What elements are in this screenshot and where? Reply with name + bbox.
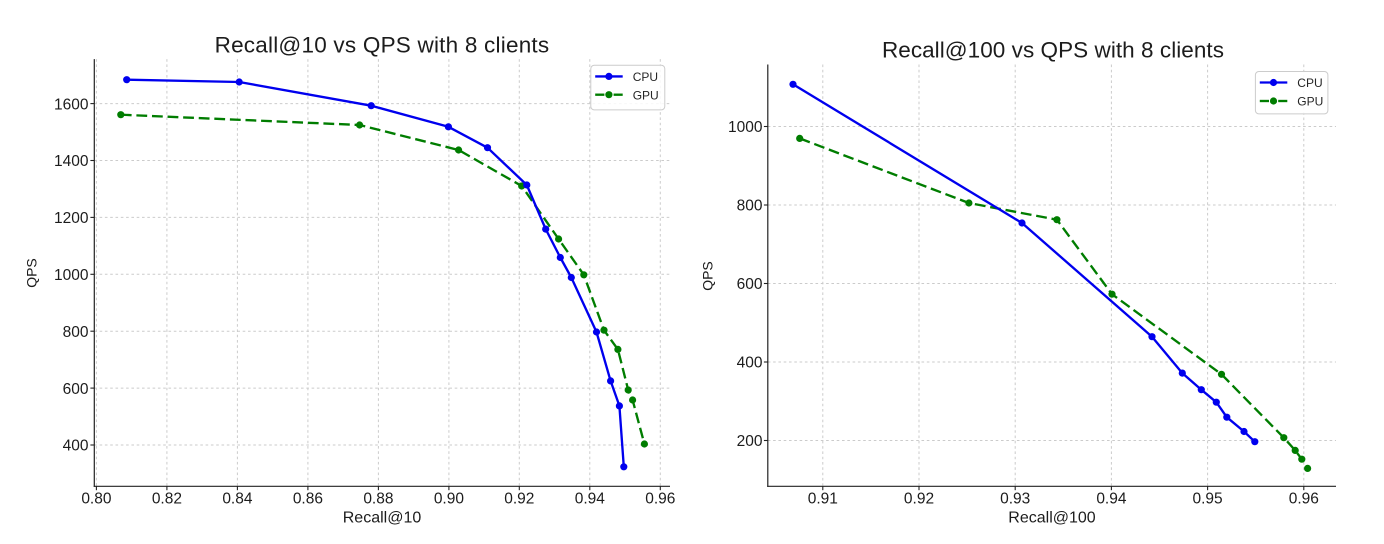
svg-text:0.90: 0.90 bbox=[434, 491, 465, 508]
svg-text:1000: 1000 bbox=[728, 119, 763, 136]
svg-text:400: 400 bbox=[63, 438, 89, 455]
svg-text:0.92: 0.92 bbox=[504, 491, 534, 508]
svg-text:Recall@10 vs QPS with 8 client: Recall@10 vs QPS with 8 clients bbox=[215, 33, 550, 58]
svg-text:0.88: 0.88 bbox=[363, 491, 393, 508]
svg-text:1000: 1000 bbox=[54, 267, 89, 284]
svg-text:0.94: 0.94 bbox=[575, 491, 606, 508]
svg-text:0.96: 0.96 bbox=[1289, 491, 1319, 508]
svg-text:400: 400 bbox=[737, 355, 763, 372]
svg-text:600: 600 bbox=[737, 276, 763, 293]
svg-text:Recall@10: Recall@10 bbox=[343, 510, 422, 527]
svg-text:Recall@100 vs QPS with 8 clien: Recall@100 vs QPS with 8 clients bbox=[882, 37, 1224, 62]
svg-text:Recall@100: Recall@100 bbox=[1008, 510, 1096, 527]
svg-text:1600: 1600 bbox=[54, 96, 89, 113]
svg-text:0.80: 0.80 bbox=[81, 491, 112, 508]
svg-text:800: 800 bbox=[737, 198, 763, 215]
svg-text:0.96: 0.96 bbox=[645, 491, 675, 508]
svg-text:0.82: 0.82 bbox=[152, 491, 182, 508]
svg-text:CPU: CPU bbox=[1297, 76, 1322, 90]
svg-text:QPS: QPS bbox=[700, 261, 716, 291]
svg-text:GPU: GPU bbox=[1297, 95, 1323, 109]
svg-text:0.93: 0.93 bbox=[1000, 491, 1030, 508]
svg-text:QPS: QPS bbox=[24, 258, 40, 288]
svg-text:1400: 1400 bbox=[54, 153, 89, 170]
svg-text:0.86: 0.86 bbox=[293, 491, 323, 508]
svg-text:200: 200 bbox=[737, 433, 763, 450]
svg-text:800: 800 bbox=[63, 324, 89, 341]
svg-text:GPU: GPU bbox=[633, 88, 659, 102]
svg-text:0.95: 0.95 bbox=[1193, 491, 1223, 508]
svg-text:0.92: 0.92 bbox=[904, 491, 934, 508]
svg-text:0.94: 0.94 bbox=[1096, 491, 1127, 508]
svg-text:0.91: 0.91 bbox=[808, 491, 838, 508]
svg-text:CPU: CPU bbox=[633, 70, 658, 84]
svg-text:0.84: 0.84 bbox=[222, 491, 253, 508]
svg-text:600: 600 bbox=[63, 381, 89, 398]
svg-text:1200: 1200 bbox=[54, 210, 89, 227]
